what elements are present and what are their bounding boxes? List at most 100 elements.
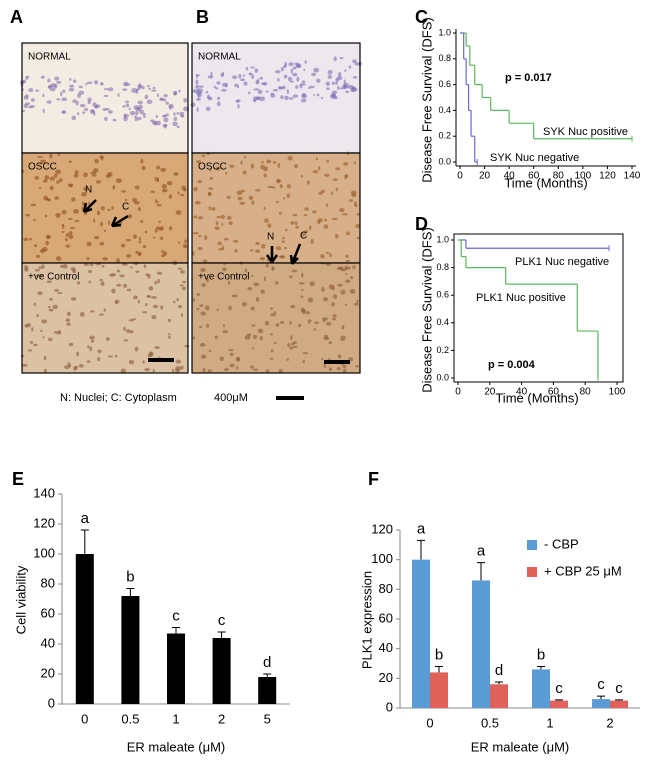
cell-nucleus	[94, 158, 99, 164]
cell-nucleus	[320, 96, 324, 100]
cell-nucleus	[345, 90, 350, 93]
cell-nucleus	[275, 200, 280, 203]
cell-nucleus	[135, 110, 139, 116]
cell-nucleus	[28, 88, 34, 93]
cell-nucleus	[61, 210, 67, 215]
y-axis-label: Cell viability	[13, 565, 28, 634]
cell-nucleus	[269, 307, 273, 310]
scale-bar	[276, 396, 304, 400]
cell-nucleus	[117, 92, 120, 98]
cell-nucleus	[336, 266, 343, 271]
cell-nucleus	[151, 296, 158, 299]
cell-nucleus	[216, 101, 221, 107]
cell-nucleus	[279, 184, 283, 189]
cell-nucleus	[134, 185, 140, 190]
cell-nucleus	[81, 192, 87, 197]
cell-nucleus	[289, 321, 292, 325]
cell-nucleus	[139, 109, 144, 114]
cell-nucleus	[156, 226, 160, 230]
cell-nucleus	[185, 244, 188, 249]
cell-nucleus	[163, 93, 168, 98]
error-bar	[126, 588, 135, 596]
cell-nucleus	[255, 249, 261, 254]
cell-nucleus	[252, 368, 259, 371]
micro-label: OSCC	[198, 162, 227, 173]
cell-nucleus	[134, 118, 138, 122]
cell-nucleus	[177, 267, 183, 270]
cell-nucleus	[83, 263, 89, 267]
cell-nucleus	[240, 160, 243, 165]
cell-nucleus	[330, 191, 333, 196]
cell-nucleus	[242, 170, 247, 175]
cell-nucleus	[222, 324, 225, 328]
y-tick-label: 1.0	[436, 234, 449, 244]
cell-nucleus	[318, 165, 321, 171]
cell-nucleus	[304, 207, 309, 211]
micro-label: NORMAL	[28, 52, 71, 63]
cell-nucleus	[214, 226, 220, 231]
cell-nucleus	[47, 337, 53, 342]
cell-nucleus	[156, 165, 161, 170]
cell-nucleus	[353, 161, 357, 165]
cell-nucleus	[36, 314, 39, 318]
cell-nucleus	[88, 280, 92, 284]
cell-nucleus	[49, 176, 56, 181]
cell-nucleus	[23, 103, 29, 109]
panel-letter: D	[415, 214, 428, 234]
cell-nucleus	[303, 68, 306, 72]
cell-nucleus	[342, 364, 347, 369]
cell-nucleus	[352, 59, 357, 64]
cell-nucleus	[111, 288, 116, 294]
cell-nucleus	[126, 329, 131, 333]
cell-nucleus	[24, 267, 29, 272]
cell-nucleus	[300, 98, 307, 103]
cell-nucleus	[102, 257, 109, 261]
cell-nucleus	[221, 82, 228, 87]
cell-nucleus	[220, 214, 226, 219]
cell-nucleus	[92, 102, 97, 107]
x-axis-label: Time (Months)	[495, 390, 578, 405]
cell-nucleus	[57, 153, 60, 157]
y-tick-label: 0.2	[438, 131, 451, 141]
y-tick-label: 40	[41, 635, 55, 650]
cell-nucleus	[49, 185, 54, 191]
cell-nucleus	[325, 81, 330, 86]
cell-nucleus	[283, 246, 287, 250]
cell-nucleus	[61, 230, 65, 233]
cell-nucleus	[157, 278, 160, 284]
cell-nucleus	[201, 154, 206, 158]
cell-nucleus	[287, 155, 293, 161]
cell-nucleus	[321, 358, 324, 361]
cell-nucleus	[157, 178, 160, 183]
cell-nucleus	[79, 312, 85, 317]
cell-nucleus	[342, 84, 347, 88]
cell-nucleus	[243, 155, 247, 159]
cell-nucleus	[123, 116, 128, 122]
cell-nucleus	[68, 87, 75, 92]
cell-nucleus	[175, 368, 180, 373]
y-tick-label: 140	[33, 485, 55, 500]
cell-nucleus	[280, 66, 284, 72]
x-tick-label: 0	[426, 715, 433, 730]
cell-nucleus	[216, 308, 219, 312]
cell-nucleus	[173, 116, 178, 122]
cell-nucleus	[303, 213, 308, 217]
cell-nucleus	[156, 120, 161, 126]
cell-nucleus	[219, 356, 224, 362]
cell-nucleus	[138, 236, 142, 242]
cell-nucleus	[289, 275, 293, 279]
y-tick-label: 80	[41, 575, 55, 590]
x-tick-label: 0.5	[481, 715, 499, 730]
cell-nucleus	[154, 280, 158, 285]
cell-nucleus	[168, 333, 171, 336]
cell-nucleus	[307, 297, 314, 303]
cell-nucleus	[209, 168, 212, 172]
cell-nucleus	[275, 322, 280, 327]
cell-nucleus	[302, 92, 306, 98]
cell-nucleus	[85, 83, 88, 86]
cell-nucleus	[125, 103, 130, 108]
cell-nucleus	[108, 87, 114, 92]
cell-nucleus	[190, 102, 196, 108]
arrow	[289, 243, 302, 265]
